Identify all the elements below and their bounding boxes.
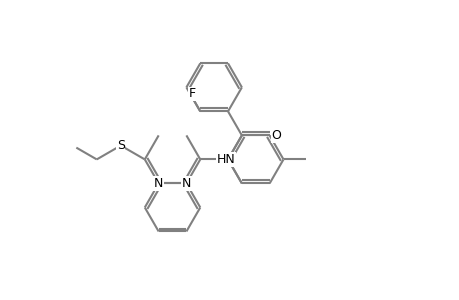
Text: N: N: [181, 177, 190, 190]
Text: N: N: [154, 177, 163, 190]
Text: F: F: [188, 88, 195, 100]
Text: O: O: [271, 129, 281, 142]
Text: S: S: [117, 139, 124, 152]
Text: HN: HN: [216, 153, 235, 166]
